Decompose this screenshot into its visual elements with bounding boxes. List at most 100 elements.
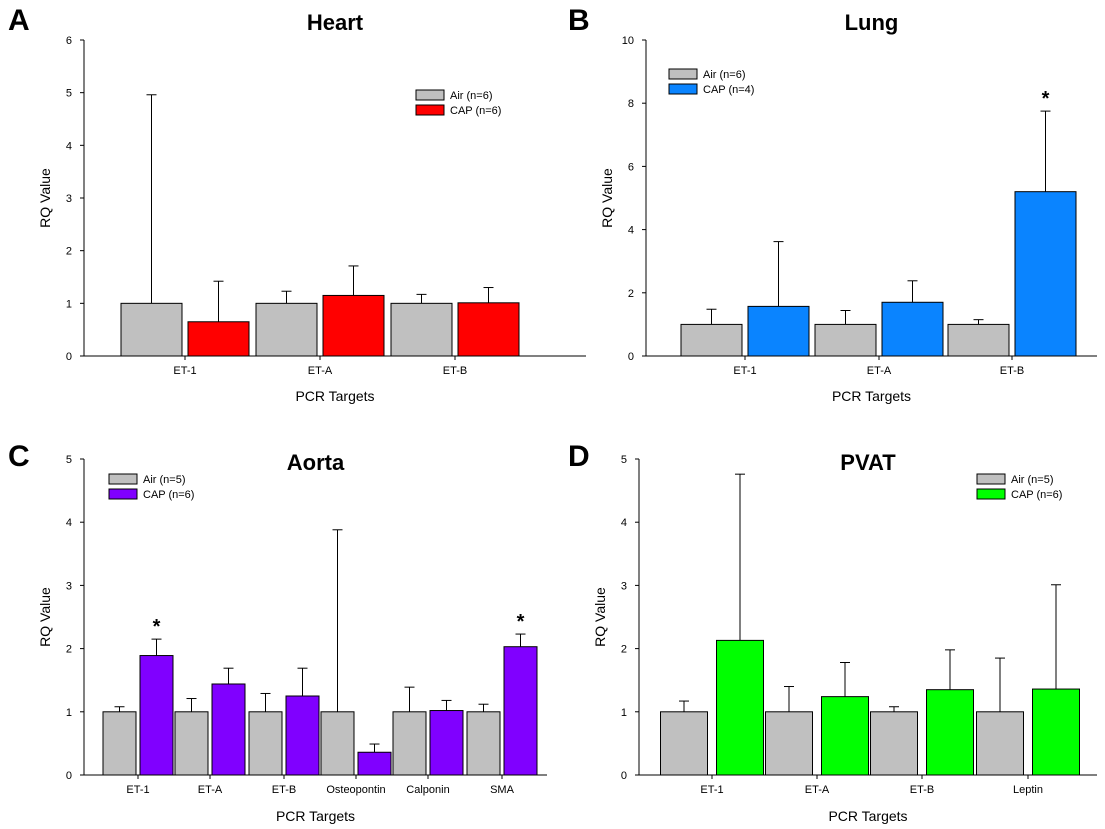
y-tick-label: 2 <box>628 288 634 300</box>
x-tick-label: Osteopontin <box>326 784 385 796</box>
chart-title: PVAT <box>840 450 896 475</box>
legend: Air (n=5) CAP (n=6) <box>108 473 194 501</box>
x-tick-label: ET-B <box>272 784 296 796</box>
bar-cap <box>357 751 392 776</box>
legend: Air (n=6) CAP (n=4) <box>668 68 754 96</box>
x-tick-label: Calponin <box>406 784 449 796</box>
legend-swatch <box>976 473 1006 485</box>
x-tick-label: ET-A <box>198 784 223 796</box>
legend-swatch <box>668 83 698 95</box>
y-tick-label: 4 <box>621 517 627 529</box>
bar-cap <box>211 683 246 776</box>
x-axis-label: PCR Targets <box>832 388 911 404</box>
bar-air <box>120 302 183 357</box>
y-tick-label: 0 <box>628 351 634 363</box>
legend-label: Air (n=5) <box>1011 474 1054 486</box>
y-tick-label: 8 <box>628 98 634 110</box>
x-tick-label: ET-B <box>443 365 467 377</box>
bar-air <box>102 711 137 776</box>
legend-swatch <box>415 89 445 101</box>
y-tick-label: 6 <box>628 161 634 173</box>
bar-air <box>976 711 1024 776</box>
chart-title: Heart <box>307 10 364 35</box>
bar-cap <box>285 695 320 776</box>
bar-air <box>466 711 501 776</box>
bar-air <box>390 302 453 357</box>
legend-label: Air (n=6) <box>450 90 493 102</box>
y-tick-label: 1 <box>66 707 72 719</box>
x-tick-label: ET-1 <box>700 784 723 796</box>
panel-a: A Heart 0 1 2 3 4 5 6 RQ Value PCR Targets ET-1 ET-A… <box>8 4 586 404</box>
legend-swatch <box>108 473 138 485</box>
y-tick-label: 0 <box>66 351 72 363</box>
legend-swatch <box>415 104 445 116</box>
chart-title: Aorta <box>287 450 345 475</box>
x-tick-label: ET-A <box>805 784 830 796</box>
y-tick-label: 3 <box>621 580 627 592</box>
legend: Air (n=6) CAP (n=6) <box>415 89 501 117</box>
bar-air <box>870 711 918 776</box>
bar-cap <box>1014 191 1077 357</box>
significance-marker: * <box>153 616 161 638</box>
y-tick-label: 3 <box>66 580 72 592</box>
bar-air <box>814 323 877 357</box>
bar-cap <box>747 305 810 357</box>
y-tick-label: 1 <box>66 298 72 310</box>
bar-air <box>255 302 318 357</box>
legend-swatch <box>108 488 138 500</box>
y-tick-label: 2 <box>66 644 72 656</box>
bar-air <box>947 323 1010 357</box>
legend-label: Air (n=5) <box>143 474 186 486</box>
legend-swatch <box>668 68 698 80</box>
x-tick-label: ET-B <box>1000 365 1024 377</box>
y-tick-label: 3 <box>66 193 72 205</box>
panel-letter: C <box>8 440 30 473</box>
panel-letter: A <box>8 4 30 37</box>
y-tick-label: 10 <box>622 35 634 47</box>
panel-letter: B <box>568 4 590 37</box>
significance-marker: * <box>517 611 525 633</box>
significance-marker: * <box>1042 88 1050 110</box>
bar-cap <box>503 646 538 776</box>
bar-cap <box>187 321 250 357</box>
x-axis-label: PCR Targets <box>828 808 907 824</box>
bar-cap <box>457 302 520 357</box>
y-tick-label: 4 <box>66 517 72 529</box>
x-tick-label: ET-1 <box>733 365 756 377</box>
bar-cap <box>139 655 174 776</box>
x-axis-label: PCR Targets <box>276 808 355 824</box>
bar-air <box>320 711 355 776</box>
bar-air <box>660 711 708 776</box>
y-tick-label: 5 <box>66 454 72 466</box>
y-axis-label: RQ Value <box>37 587 53 647</box>
legend-label: Air (n=6) <box>703 69 746 81</box>
x-tick-label: ET-B <box>910 784 934 796</box>
legend: Air (n=5) CAP (n=6) <box>976 473 1062 501</box>
bar-cap <box>716 639 764 776</box>
y-tick-label: 4 <box>66 140 72 152</box>
legend-label: CAP (n=4) <box>703 84 754 96</box>
y-tick-label: 5 <box>66 88 72 100</box>
y-tick-label: 0 <box>66 770 72 782</box>
panel-letter: D <box>568 440 590 473</box>
legend-label: CAP (n=6) <box>1011 489 1062 501</box>
bar-air <box>174 711 209 776</box>
x-tick-label: ET-A <box>308 365 333 377</box>
bar-cap <box>926 689 974 776</box>
panel-d: D PVAT 0 1 2 3 4 5 RQ Value PCR Targets ET-1 ET-A ET… <box>568 440 1097 824</box>
x-tick-label: ET-1 <box>173 365 196 377</box>
x-tick-label: ET-1 <box>126 784 149 796</box>
bar-cap <box>821 696 869 776</box>
y-tick-label: 1 <box>621 707 627 719</box>
legend-label: CAP (n=6) <box>143 489 194 501</box>
y-axis-label: RQ Value <box>37 168 53 228</box>
bar-air <box>248 711 283 776</box>
x-tick-label: SMA <box>490 784 515 796</box>
chart-title: Lung <box>845 10 899 35</box>
y-axis-label: RQ Value <box>592 587 608 647</box>
y-tick-label: 4 <box>628 225 634 237</box>
panel-b: B Lung 0 2 4 6 8 10 RQ Value PCR Targets ET-1 ET-A E… <box>568 4 1097 404</box>
panel-c: C Aorta 0 1 2 3 4 5 RQ Value PCR Targets ET-1 ET-A E… <box>8 440 547 824</box>
y-axis-label: RQ Value <box>599 168 615 228</box>
